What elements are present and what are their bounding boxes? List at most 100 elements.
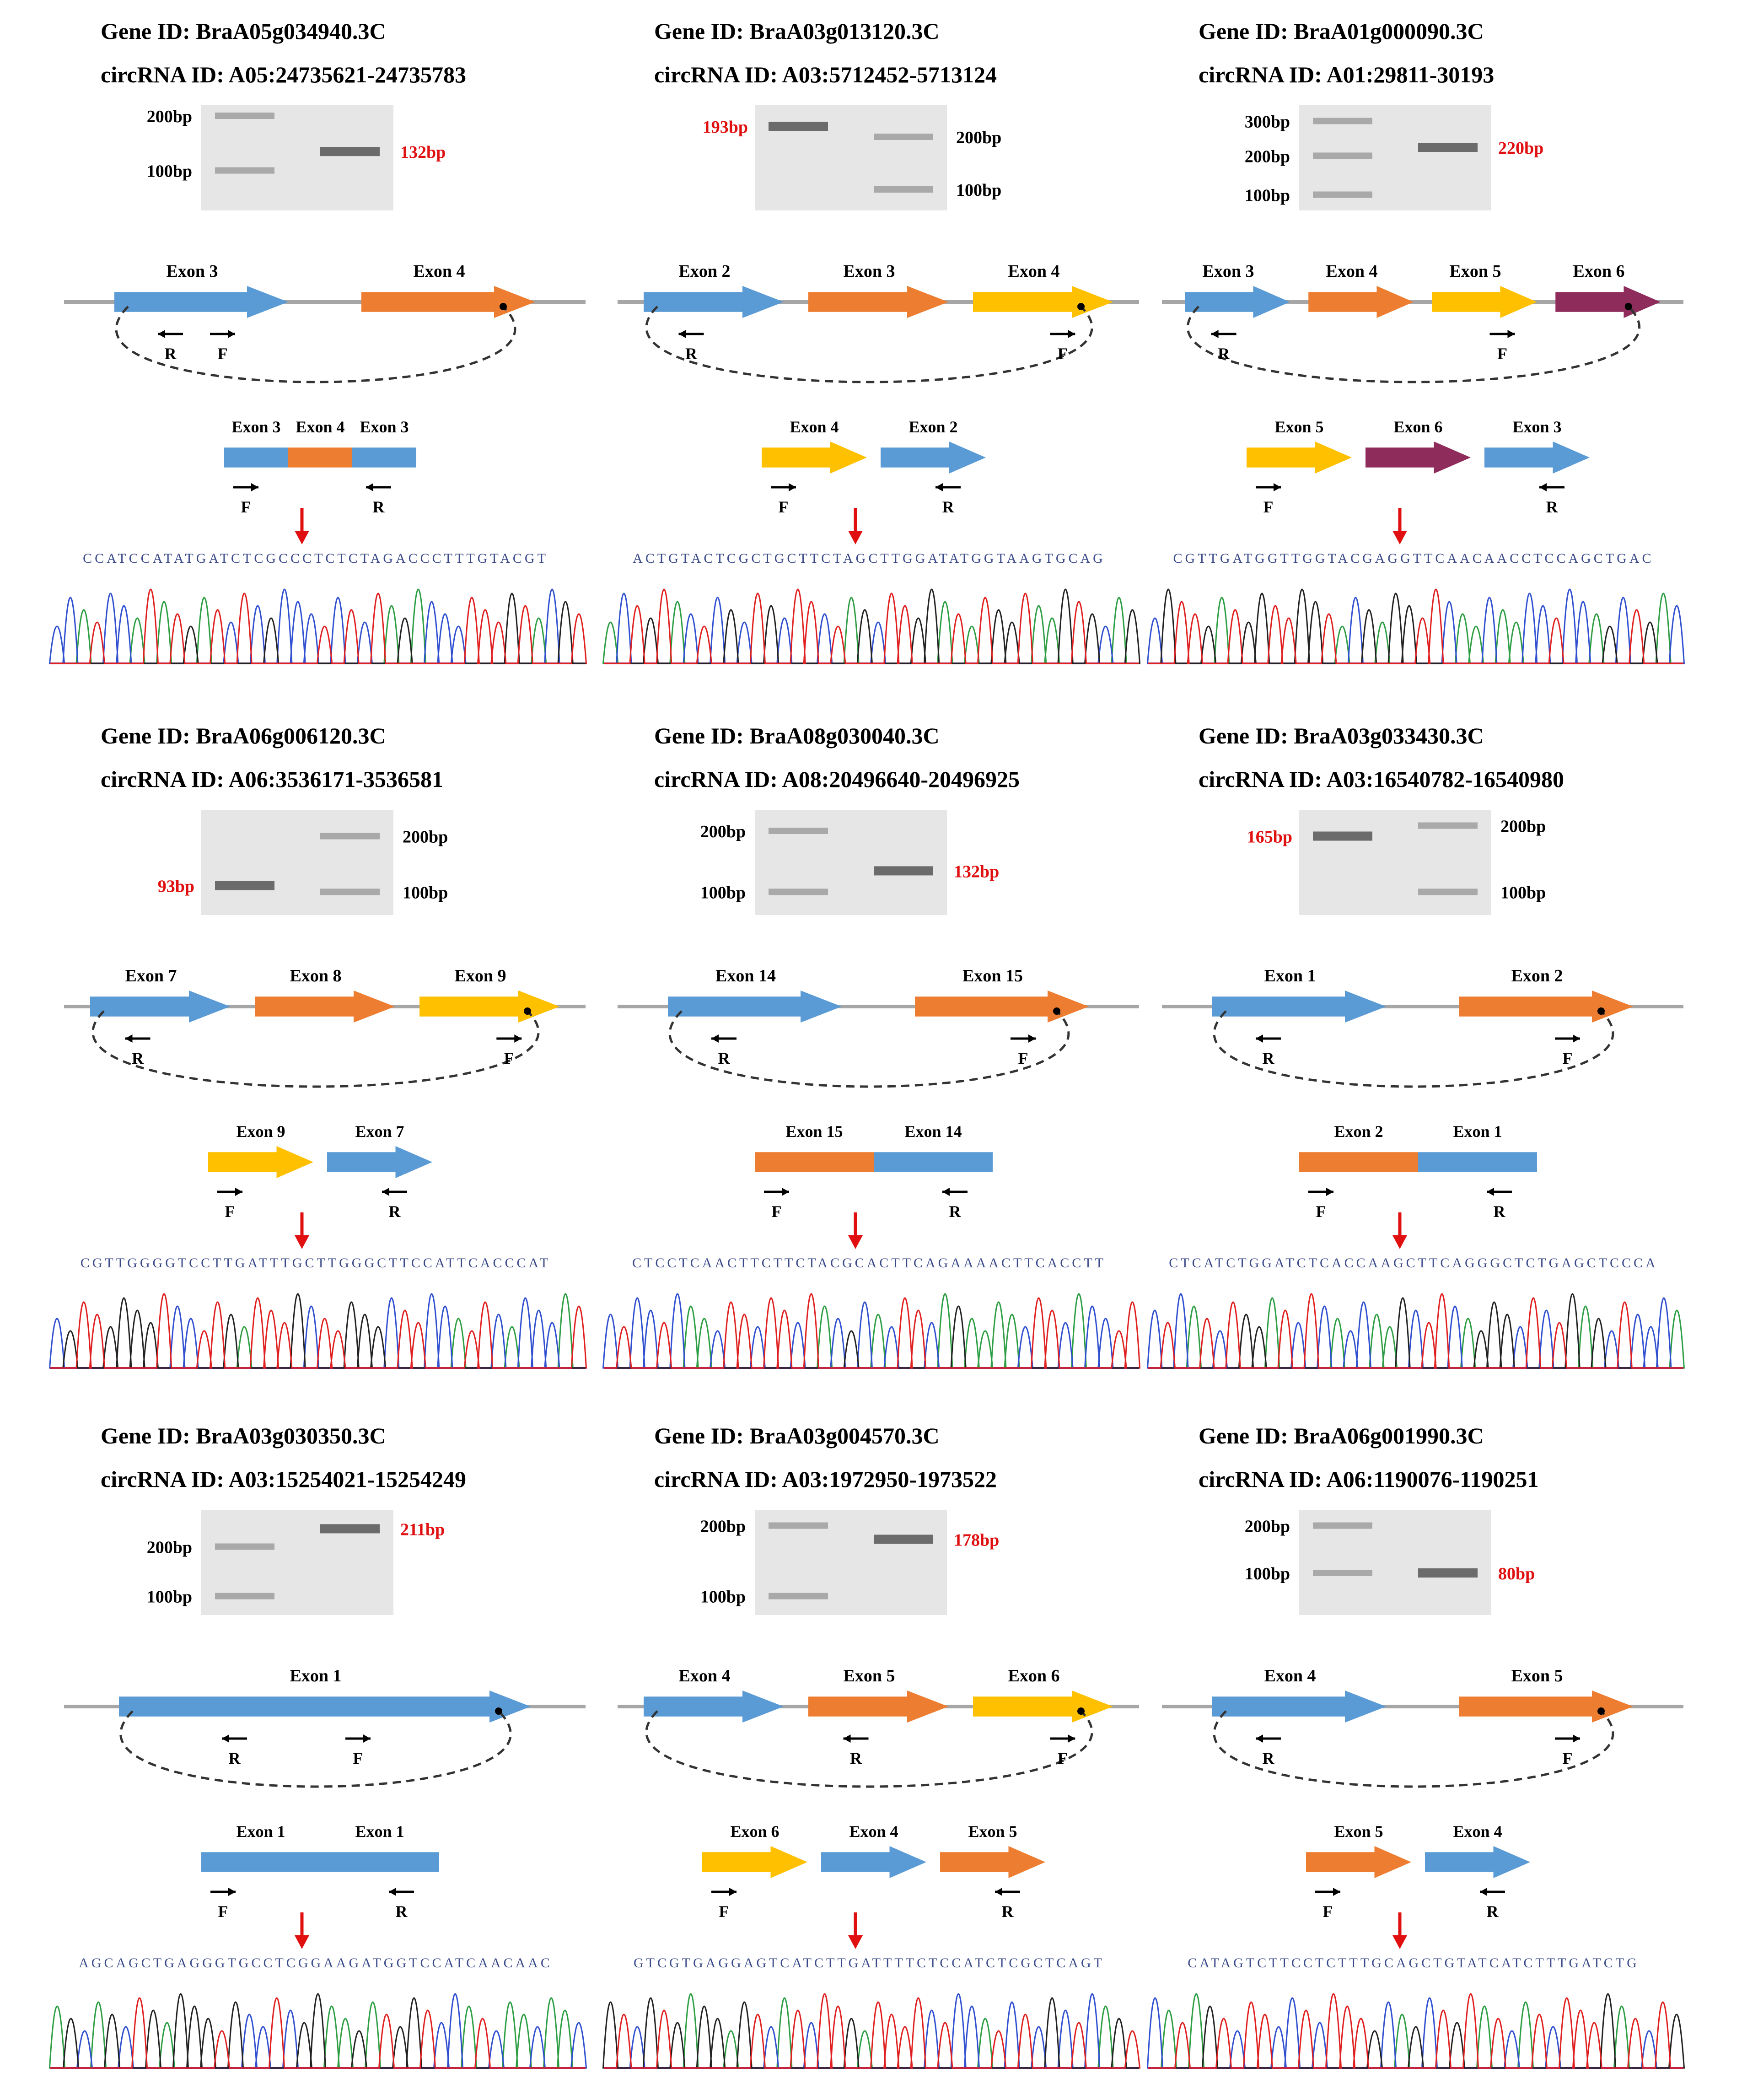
junction-segment: Exon 3 (1484, 418, 1590, 474)
exon-label: Exon 5 (1450, 262, 1501, 281)
junction-label: Exon 2 (1334, 1122, 1383, 1141)
primer-arrowhead (782, 1188, 789, 1196)
marker-band (769, 1522, 828, 1529)
marker-size-label: 200bp (700, 1517, 746, 1536)
exon: Exon 5 (1459, 1666, 1633, 1723)
junction-bar (1299, 1152, 1418, 1172)
exon-arrow (119, 1691, 531, 1723)
exon: Exon 3 (1185, 262, 1290, 318)
primer-arrowhead (158, 330, 165, 338)
primer-label: F (1058, 1749, 1068, 1767)
marker-size-label: 200bp (1245, 1517, 1290, 1536)
junction-bar (320, 1852, 439, 1872)
junction-bar (201, 1852, 320, 1872)
panel-7: Gene ID: BraA03g030350.3C circRNA ID: A03… (48, 1423, 587, 2069)
junction-label: Exon 2 (909, 418, 957, 436)
trace-a (50, 588, 586, 664)
exon-label: Exon 2 (679, 262, 731, 281)
exon-label: Exon 5 (844, 1666, 895, 1685)
primer-label: R (1487, 1902, 1499, 1921)
primer-arrowhead (1480, 1888, 1487, 1896)
exon-label: Exon 9 (455, 966, 506, 985)
reverse-primer: R (366, 483, 391, 516)
primer-arrowhead (1028, 1034, 1036, 1043)
exon-arrow (114, 286, 288, 318)
trace-t (604, 588, 1139, 664)
splice-site-dot (1597, 1007, 1605, 1015)
exon-arrow (1459, 991, 1633, 1023)
primer-arrowhead (1068, 330, 1075, 338)
primer-label: R (229, 1749, 241, 1767)
exon-label: Exon 8 (290, 966, 342, 985)
primer-label: R (942, 498, 955, 516)
trace-g (1148, 588, 1683, 664)
primer-label: F (353, 1749, 363, 1767)
exon: Exon 5 (1432, 262, 1537, 318)
circrna-id-label: circRNA ID: A08:20496640-20496925 (654, 766, 1020, 792)
sequence-text: CGTTGGGGTCCTTGATTTGCTTGGGCTTCCATTCACCCAT (81, 1255, 551, 1271)
junction-label: Exon 5 (968, 1822, 1017, 1841)
primer-arrowhead (789, 483, 796, 491)
junction-schematic: Exon 9 Exon 7 F R (208, 1122, 432, 1221)
product-size-label: 211bp (400, 1520, 445, 1539)
gene-id-label: Gene ID: BraA05g034940.3C (101, 18, 386, 44)
marker-band (1313, 1570, 1372, 1576)
forward-primer: F (1011, 1034, 1036, 1067)
gel-image: 200bp 100bp 132bp (700, 810, 999, 915)
primer-arrowhead (389, 1888, 396, 1896)
marker-size-label: 200bp (1245, 147, 1290, 166)
panel-1: Gene ID: BraA05g034940.3C circRNA ID: A05… (48, 18, 587, 664)
junction-arrow (702, 1846, 807, 1878)
junction-bar (755, 1152, 874, 1172)
exon-arrow (90, 991, 230, 1023)
forward-primer: F (1555, 1034, 1580, 1067)
reverse-primer: R (1211, 330, 1237, 363)
junction-arrow (1484, 442, 1590, 474)
trace-c (50, 1993, 587, 2069)
primer-arrowhead (1326, 1188, 1333, 1196)
exon-label: Exon 1 (290, 1666, 342, 1685)
exon-arrow (255, 991, 395, 1023)
exon-label: Exon 5 (1511, 1666, 1563, 1685)
gene-model: Exon 1 R F (64, 1666, 586, 1788)
sequence-text: CTCCTCAACTTCTTCTACGCACTTCAGAAAACTTCACCTT (632, 1255, 1106, 1271)
junction-segment: Exon 3 (224, 418, 288, 468)
reverse-primer: R (1487, 1188, 1512, 1221)
product-size-label: 178bp (954, 1530, 999, 1550)
primer-label: F (241, 498, 251, 516)
junction-segment: Exon 4 (762, 418, 867, 474)
primer-label: R (396, 1902, 408, 1921)
junction-arrow (208, 1146, 313, 1178)
forward-primer: F (1555, 1734, 1580, 1767)
marker-size-label: 200bp (700, 822, 746, 841)
primer-label: R (165, 345, 177, 363)
junction-bar (874, 1152, 993, 1172)
marker-band (769, 1593, 828, 1599)
primer-arrowhead (363, 1734, 371, 1743)
reverse-primer: R (1256, 1734, 1281, 1767)
junction-label: Exon 4 (849, 1822, 898, 1841)
gene-id-label: Gene ID: BraA03g030350.3C (101, 1423, 386, 1448)
exon-label: Exon 15 (962, 966, 1023, 985)
junction-label: Exon 4 (790, 418, 839, 436)
junction-label: Exon 3 (231, 418, 280, 436)
junction-label: Exon 4 (296, 418, 344, 436)
primer-arrowhead (935, 483, 943, 491)
exon-label: Exon 3 (167, 262, 218, 281)
gene-model: Exon 3 Exon 4 Exon 5 Exon 6 R F (1162, 262, 1683, 383)
junction-bar (288, 447, 352, 468)
primer-label: R (1002, 1902, 1014, 1921)
junction-segment: Exon 7 (327, 1122, 432, 1178)
exon: Exon 8 (255, 966, 395, 1023)
junction-label: Exon 1 (236, 1822, 285, 1841)
junction-label: Exon 6 (1393, 418, 1442, 436)
junction-label: Exon 5 (1274, 418, 1323, 436)
primer-label: R (718, 1049, 731, 1067)
forward-primer: F (496, 1034, 522, 1067)
primer-label: F (1563, 1049, 1573, 1067)
junction-marker-arrowhead (848, 531, 863, 544)
forward-primer: F (764, 1188, 789, 1221)
junction-arrow (762, 442, 867, 474)
primer-label: F (1018, 1049, 1028, 1067)
reverse-primer: R (942, 1188, 968, 1221)
